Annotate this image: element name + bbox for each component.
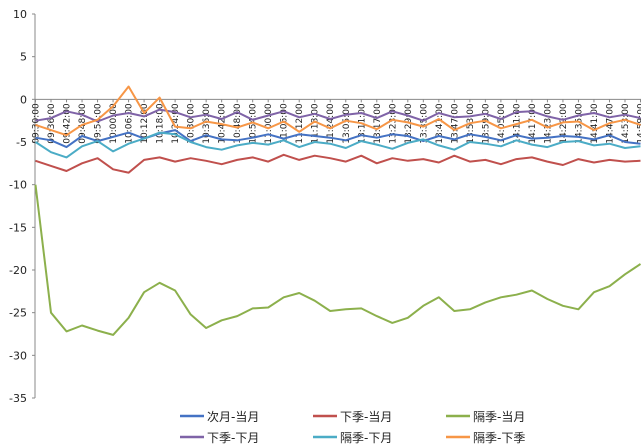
y-axis: 10 5 0 -5 -10 -15 -20 -25 -30 -35 <box>9 8 36 405</box>
y-tick-label: 10 <box>13 8 27 21</box>
x-tick-label: 11:00:00 <box>264 103 274 144</box>
x-tick-label: 10:12:00 <box>140 103 150 144</box>
x-tick-label: 14:41:00 <box>590 103 600 144</box>
series-line-3 <box>34 184 641 336</box>
x-tick-label: 14:05:00 <box>497 103 507 144</box>
x-tick-label: 09:30:00 <box>32 103 42 144</box>
legend-label: 下季-下月 <box>207 431 259 445</box>
x-tick-label: 13:17:00 <box>373 103 383 144</box>
x-tick-label: 10:36:00 <box>202 103 212 144</box>
x-tick-label: 14:53:00 <box>621 103 631 144</box>
x-tick-label: 10:00:00 <box>109 103 119 144</box>
series-line-5 <box>34 131 641 159</box>
series-line-1 <box>35 129 641 149</box>
x-tick-label: 14:35:00 <box>574 103 584 144</box>
x-tick-label: 13:59:00 <box>481 103 491 144</box>
legend-label: 隔季-下月 <box>340 431 392 445</box>
y-tick-label: -35 <box>9 392 27 405</box>
y-tick-label: 5 <box>20 51 27 64</box>
y-tick-label: -25 <box>9 307 27 320</box>
y-tick-label: 0 <box>20 93 27 106</box>
x-tick-label: 10:30:00 <box>187 103 197 144</box>
x-tick-label: 14:17:00 <box>528 103 538 144</box>
legend-label: 隔季-下季 <box>473 431 525 445</box>
x-tick-label: 13:41:00 <box>435 103 445 144</box>
y-tick-label: -30 <box>9 349 27 362</box>
x-tick-label: 13:47:00 <box>450 103 460 144</box>
x-tick-label: 09:54:00 <box>94 103 104 144</box>
x-tick-label: 13:35:00 <box>419 103 429 144</box>
series-line-4 <box>35 108 641 123</box>
x-tick-label: 11:18:00 <box>311 103 321 144</box>
x-tick-label: 11:06:00 <box>280 103 290 144</box>
x-tick-label: 13:05:00 <box>342 103 352 144</box>
x-tick-label: 11:12:00 <box>295 103 305 144</box>
legend-label: 下季-当月 <box>340 410 392 424</box>
y-tick-label: -10 <box>9 179 27 192</box>
x-tick-label: 10:06:00 <box>125 103 135 144</box>
x-tick-label: 10:18:00 <box>156 103 166 144</box>
x-tick-label: 14:29:00 <box>559 103 569 144</box>
y-tick-label: -5 <box>16 136 27 149</box>
x-tick-label: 09:36:00 <box>47 103 57 144</box>
x-tick-label: 09:42:00 <box>63 103 73 144</box>
x-tick-label: 13:23:00 <box>388 103 398 144</box>
y-tick-label: -15 <box>9 221 27 234</box>
x-tick-label: 09:48:00 <box>78 103 88 144</box>
x-tick-label: 10:48:00 <box>233 103 243 144</box>
series-line-6 <box>35 85 641 137</box>
x-tick-label: 14:23:00 <box>543 103 553 144</box>
series-lines <box>34 85 641 336</box>
legend-label: 次月-当月 <box>207 410 259 424</box>
x-tick-label: 11:24:00 <box>326 103 336 144</box>
x-tick-label: 10:24:00 <box>171 103 181 144</box>
series-line-2 <box>35 153 641 174</box>
legend-label: 隔季-当月 <box>473 410 525 424</box>
y-tick-label: -20 <box>9 264 27 277</box>
